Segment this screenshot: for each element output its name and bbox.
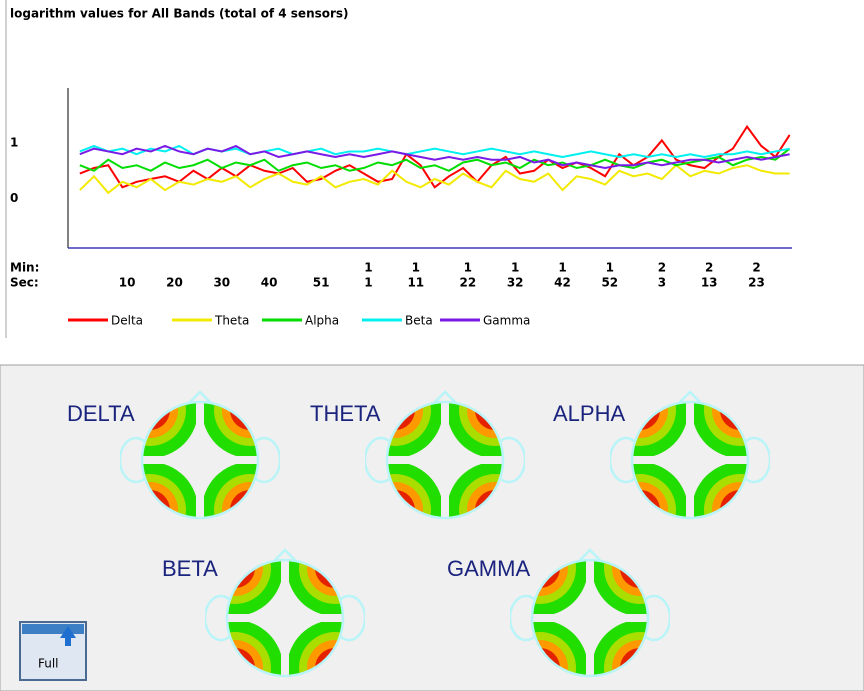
x-tick-second: 10: [119, 276, 136, 290]
band-label: THETA: [310, 401, 381, 426]
x-tick-minute: 1: [606, 261, 614, 275]
legend-label: Gamma: [483, 314, 530, 328]
x-tick-minute: 1: [511, 261, 519, 275]
legend-label: Beta: [405, 314, 433, 328]
x-tick-second: 51: [313, 276, 330, 290]
x-tick-second: 32: [507, 276, 524, 290]
x-tick-second: 11: [407, 276, 424, 290]
x-tick-second: 3: [658, 276, 666, 290]
legend-label: Alpha: [305, 314, 339, 328]
x-tick-minute: 2: [705, 261, 713, 275]
button-label[interactable]: Full: [38, 657, 59, 671]
x-tick-minute: 1: [412, 261, 420, 275]
x-tick-second: 23: [748, 276, 765, 290]
x-tick-minute: 1: [364, 261, 372, 275]
chart-title: logarithm values for All Bands (total of…: [10, 7, 349, 21]
x-tick-second: 40: [261, 276, 278, 290]
x-tick-second: 20: [166, 276, 183, 290]
x-tick-minute: 1: [464, 261, 472, 275]
y-tick-label: 0: [10, 191, 18, 205]
x-tick-second: 52: [601, 276, 618, 290]
y-tick-label: 1: [10, 136, 18, 150]
band-label: DELTA: [67, 401, 135, 426]
band-label: GAMMA: [447, 556, 530, 581]
legend-label: Theta: [214, 314, 249, 328]
x-tick-second: 1: [364, 276, 372, 290]
x-tick-second: 13: [701, 276, 718, 290]
x-tick-second: 30: [213, 276, 230, 290]
x-tick-minute: 2: [752, 261, 760, 275]
screen: logarithm values for All Bands (total of…: [0, 0, 864, 691]
x-tick-minute: 2: [658, 261, 666, 275]
band-label: ALPHA: [553, 401, 625, 426]
x-tick-second: 22: [460, 276, 477, 290]
button-bar: [22, 624, 84, 634]
full-button[interactable]: Full: [20, 622, 86, 680]
x-row-label: Sec:: [10, 276, 39, 290]
band-label: BETA: [162, 556, 218, 581]
legend-label: Delta: [111, 314, 143, 328]
x-tick-second: 42: [554, 276, 571, 290]
x-row-label: Min:: [10, 261, 39, 275]
page: {"plot": {"type": "line", "title": "loga…: [0, 0, 864, 691]
x-tick-minute: 1: [558, 261, 566, 275]
